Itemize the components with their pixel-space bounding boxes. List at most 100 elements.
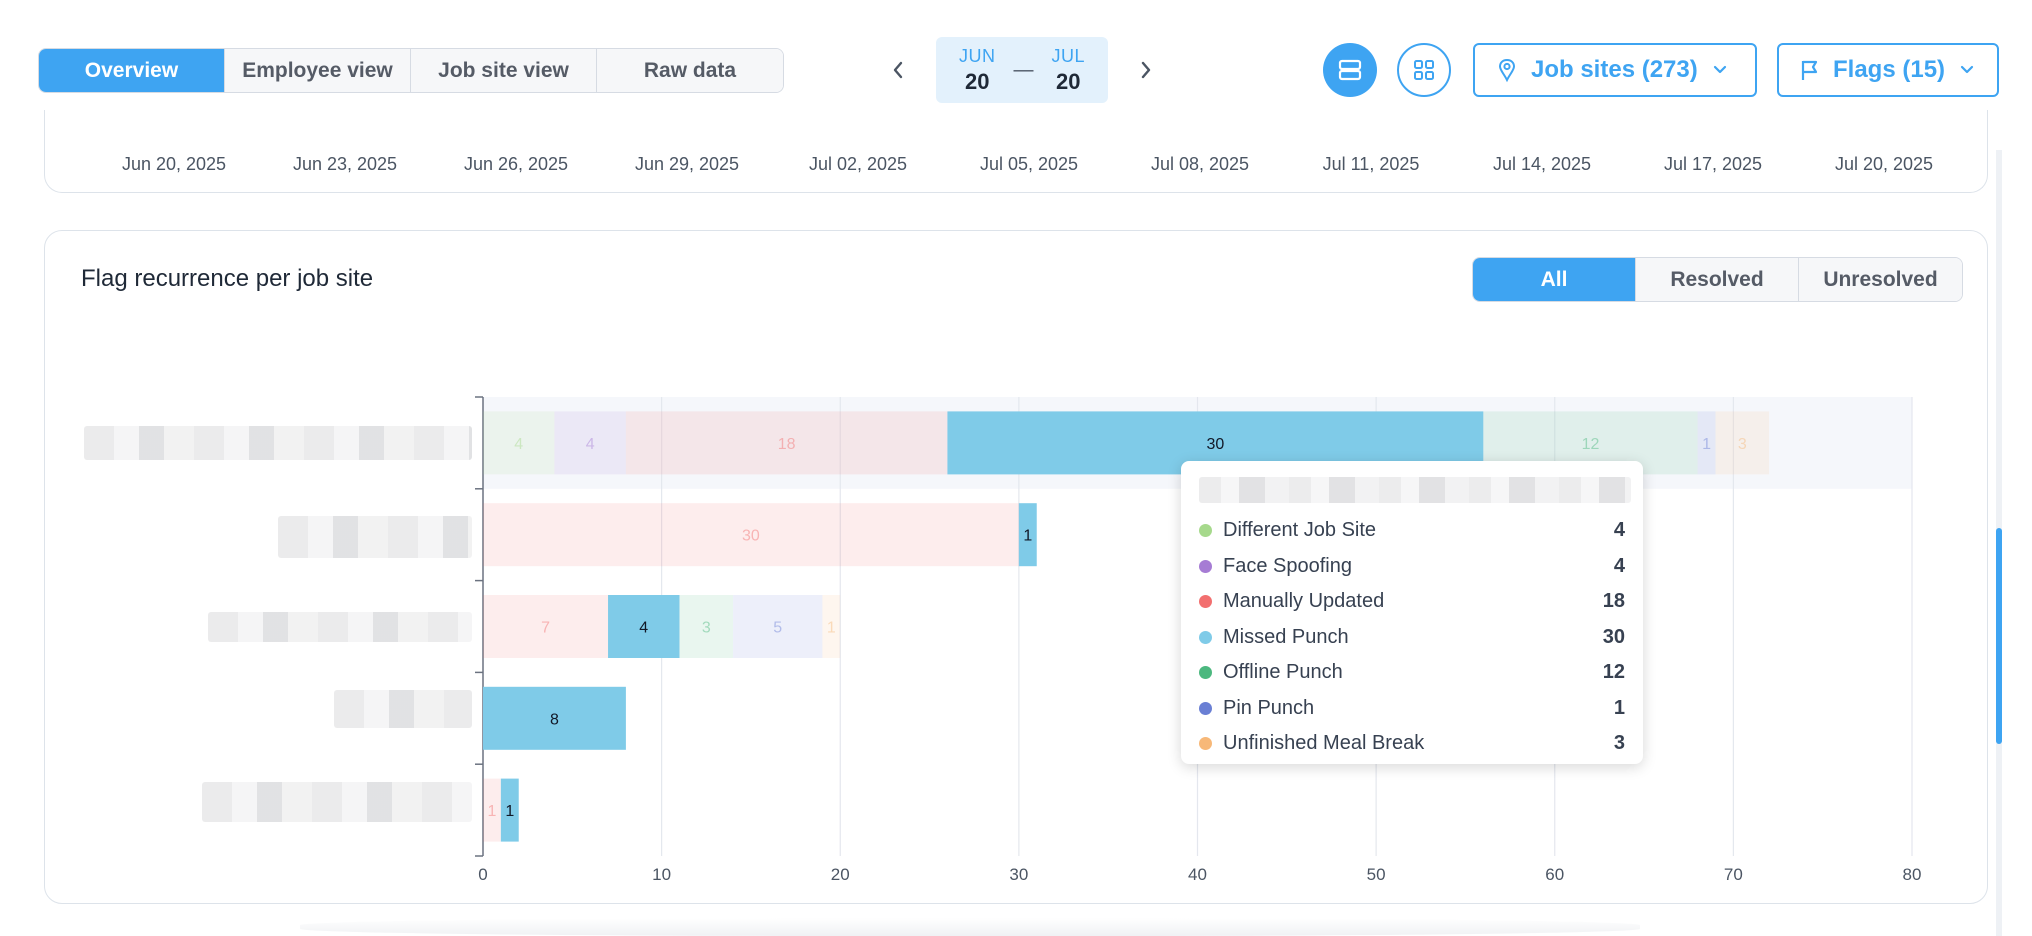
bar-data-label: 4 (514, 436, 523, 453)
bar-segment (625, 411, 948, 475)
flags-filter-label: Flags (15) (1833, 56, 1946, 83)
timeline-date-label: Jul 02, 2025 (808, 154, 908, 174)
bar-segment (483, 411, 555, 475)
bar-data-label: 7 (541, 620, 550, 637)
tab-job-site-view[interactable]: Job site view (411, 49, 597, 92)
bar-segment (483, 686, 626, 750)
job-site-label-redacted (278, 516, 472, 558)
tooltip-rows: Different Job Site 4 Face Spoofing 4 Manuall… (1199, 513, 1625, 762)
timeline-date-label: Jul 20, 2025 (1834, 154, 1934, 174)
bar-segment (679, 595, 734, 658)
tooltip-series-value: 18 (1602, 590, 1625, 613)
job-sites-filter-button[interactable]: Job sites (273) (1473, 43, 1757, 97)
start-day: 20 (964, 68, 990, 94)
legend-dot-icon (1199, 666, 1212, 680)
previous-period-button[interactable] (880, 52, 916, 88)
date-range-display[interactable]: JUN 20 — JUL 20 (936, 37, 1108, 103)
tab-employee-view[interactable]: Employee view (225, 49, 411, 92)
tooltip-series-name: Manually Updated (1223, 590, 1385, 613)
bar-data-label: 5 (773, 620, 782, 637)
bar-data-label: 4 (586, 436, 595, 453)
bar-segment (500, 778, 519, 842)
x-tick-label: 20 (831, 865, 850, 884)
tooltip-series-name: Pin Punch (1223, 696, 1315, 719)
bar-data-label: 4 (639, 620, 648, 637)
legend-dot-icon (1199, 559, 1212, 573)
date-range-picker: JUN 20 — JUL 20 (880, 36, 1164, 104)
tooltip-row: Different Job Site 4 (1199, 513, 1625, 549)
bar-segment (733, 595, 823, 658)
x-tick-label: 0 (478, 865, 487, 884)
tooltip-series-value: 4 (1613, 519, 1625, 542)
tooltip-series-name: Missed Punch (1223, 625, 1349, 648)
tooltip-title-redacted (1199, 477, 1631, 503)
status-filter-resolved[interactable]: Resolved (1636, 258, 1799, 301)
bar-segment (1697, 411, 1716, 475)
start-month: JUN (958, 45, 996, 66)
bar-data-label: 1 (1702, 436, 1711, 453)
job-site-label-redacted (84, 426, 472, 460)
date-separator: — (1013, 58, 1034, 81)
timeline-date-label: Jul 14, 2025 (1492, 154, 1592, 174)
tooltip-row: Manually Updated 18 (1199, 584, 1625, 620)
tooltip-row: Offline Punch 12 (1199, 655, 1625, 691)
tooltip-row: Missed Punch 30 (1199, 620, 1625, 656)
card-title: Flag recurrence per job site (81, 265, 374, 292)
x-tick-label: 10 (652, 865, 671, 884)
chart-tooltip: Different Job Site 4 Face Spoofing 4 Manuall… (1181, 461, 1643, 764)
timeline-date-label: Jul 11, 2025 (1322, 154, 1420, 174)
legend-dot-icon (1199, 737, 1212, 751)
bar-segment (1018, 503, 1037, 567)
chevron-right-icon (1141, 61, 1151, 79)
bar-segment (554, 411, 626, 475)
legend-dot-icon (1199, 630, 1212, 644)
list-view-button[interactable] (1323, 43, 1377, 97)
bar-segment (483, 503, 1019, 567)
bar-data-label: 1 (1023, 528, 1032, 545)
status-filter-tabs: All Resolved Unresolved (1472, 257, 1963, 302)
timeline-date-label: Jul 08, 2025 (1150, 154, 1250, 174)
job-site-label-redacted (202, 782, 472, 822)
top-bar: Overview Employee view Job site view Raw… (0, 0, 2032, 140)
tooltip-series-value: 1 (1613, 696, 1625, 719)
tooltip-series-value: 30 (1602, 625, 1625, 648)
end-day: 20 (1055, 68, 1081, 94)
bar-segment (1715, 411, 1770, 475)
bar-data-label: 30 (742, 528, 760, 545)
tooltip-series-value: 12 (1602, 661, 1625, 684)
flags-filter-button[interactable]: Flags (15) (1777, 43, 1999, 97)
legend-dot-icon (1199, 701, 1212, 715)
next-card-edge (300, 918, 1640, 936)
x-tick-label: 40 (1188, 865, 1207, 884)
bar-data-label: 3 (1738, 436, 1747, 453)
timeline-date-label: Jun 23, 2025 (292, 154, 398, 174)
bar-data-label: 1 (827, 620, 836, 637)
map-pin-icon (1498, 58, 1516, 83)
x-tick-label: 80 (1903, 865, 1922, 884)
chevron-down-icon (1713, 65, 1726, 74)
tooltip-row: Unfinished Meal Break 3 (1199, 726, 1625, 762)
tab-overview[interactable]: Overview (39, 49, 225, 92)
status-filter-unresolved[interactable]: Unresolved (1799, 258, 1962, 301)
tooltip-series-name: Face Spoofing (1223, 554, 1352, 577)
grid-view-button[interactable] (1397, 43, 1451, 97)
start-date: JUN 20 (959, 46, 996, 95)
flag-icon (1801, 60, 1818, 80)
end-month: JUL (1051, 45, 1085, 66)
legend-dot-icon (1199, 595, 1212, 609)
tooltip-row: Face Spoofing 4 (1199, 549, 1625, 585)
bar-segment (608, 595, 680, 658)
status-filter-all[interactable]: All (1473, 258, 1636, 301)
timeline-card: Jun 20, 2025 Jun 23, 2025 Jun 26, 2025 J… (44, 110, 1988, 193)
job-sites-filter-label: Job sites (273) (1531, 56, 1698, 83)
tab-raw-data[interactable]: Raw data (597, 49, 783, 92)
scrollbar-thumb[interactable] (1996, 528, 2002, 744)
bar-segment (483, 778, 501, 842)
x-tick-label: 60 (1545, 865, 1564, 884)
view-tabs: Overview Employee view Job site view Raw… (38, 48, 784, 93)
next-period-button[interactable] (1128, 52, 1164, 88)
x-tick-label: 70 (1724, 865, 1743, 884)
tooltip-series-name: Offline Punch (1223, 661, 1343, 684)
x-tick-label: 50 (1367, 865, 1386, 884)
